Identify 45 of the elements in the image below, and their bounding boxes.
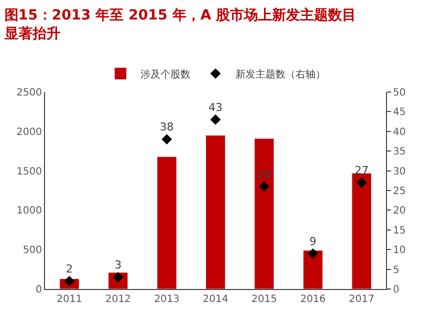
y2-tick-label: 50 xyxy=(393,88,406,98)
y2-tick-label: 10 xyxy=(393,245,406,256)
y2-tick-label: 30 xyxy=(393,166,406,178)
bar xyxy=(254,138,274,289)
x-tick-label: 2017 xyxy=(348,294,374,305)
y2-tick-label: 5 xyxy=(393,264,400,276)
y2-tick-label: 25 xyxy=(393,186,406,197)
bar xyxy=(206,135,226,289)
x-tick-label: 2014 xyxy=(202,294,228,305)
data-label: 9 xyxy=(309,234,316,248)
bar xyxy=(302,250,323,289)
point xyxy=(259,181,270,192)
legend-label: 新发主题数（右轴） xyxy=(236,68,326,80)
y2-tick-label: 20 xyxy=(393,206,406,217)
data-label: 38 xyxy=(160,120,174,134)
y-tick-label: 1500 xyxy=(16,166,42,178)
y-tick-label: 0 xyxy=(36,284,42,296)
data-label: 27 xyxy=(354,164,369,177)
y2-tick-label: 40 xyxy=(393,126,406,138)
point xyxy=(356,177,367,188)
y-tick-label: 1000 xyxy=(16,206,42,217)
y2-tick-label: 15 xyxy=(393,225,406,236)
y-tick-label: 500 xyxy=(22,245,42,256)
data-label: 43 xyxy=(208,100,222,114)
y2-tick-label: 0 xyxy=(393,284,400,296)
point xyxy=(162,134,172,144)
x-tick-label: 2015 xyxy=(251,294,277,305)
x-tick-label: 2013 xyxy=(154,294,180,305)
bar xyxy=(352,172,372,289)
point xyxy=(64,276,75,286)
y2-tick-label: 35 xyxy=(393,146,406,158)
data-label: 3 xyxy=(114,258,122,272)
x-tick-label: 2011 xyxy=(56,294,82,305)
x-tick-label: 2016 xyxy=(300,294,326,305)
bar xyxy=(156,156,177,289)
point xyxy=(308,248,318,259)
y-tick-label: 2000 xyxy=(16,126,42,138)
legend-label: 涉及个股数 xyxy=(140,68,190,80)
y2-tick-label: 45 xyxy=(393,107,406,118)
x-tick-label: 2012 xyxy=(105,294,131,305)
data-label: 26 xyxy=(257,168,272,181)
y-tick-label: 2500 xyxy=(16,88,42,98)
data-label: 2 xyxy=(66,262,73,276)
chart-title: 图15：2013 年至 2015 年，A 股市场上新发主题数目显著抬升 xyxy=(3,6,356,42)
point xyxy=(210,114,221,125)
